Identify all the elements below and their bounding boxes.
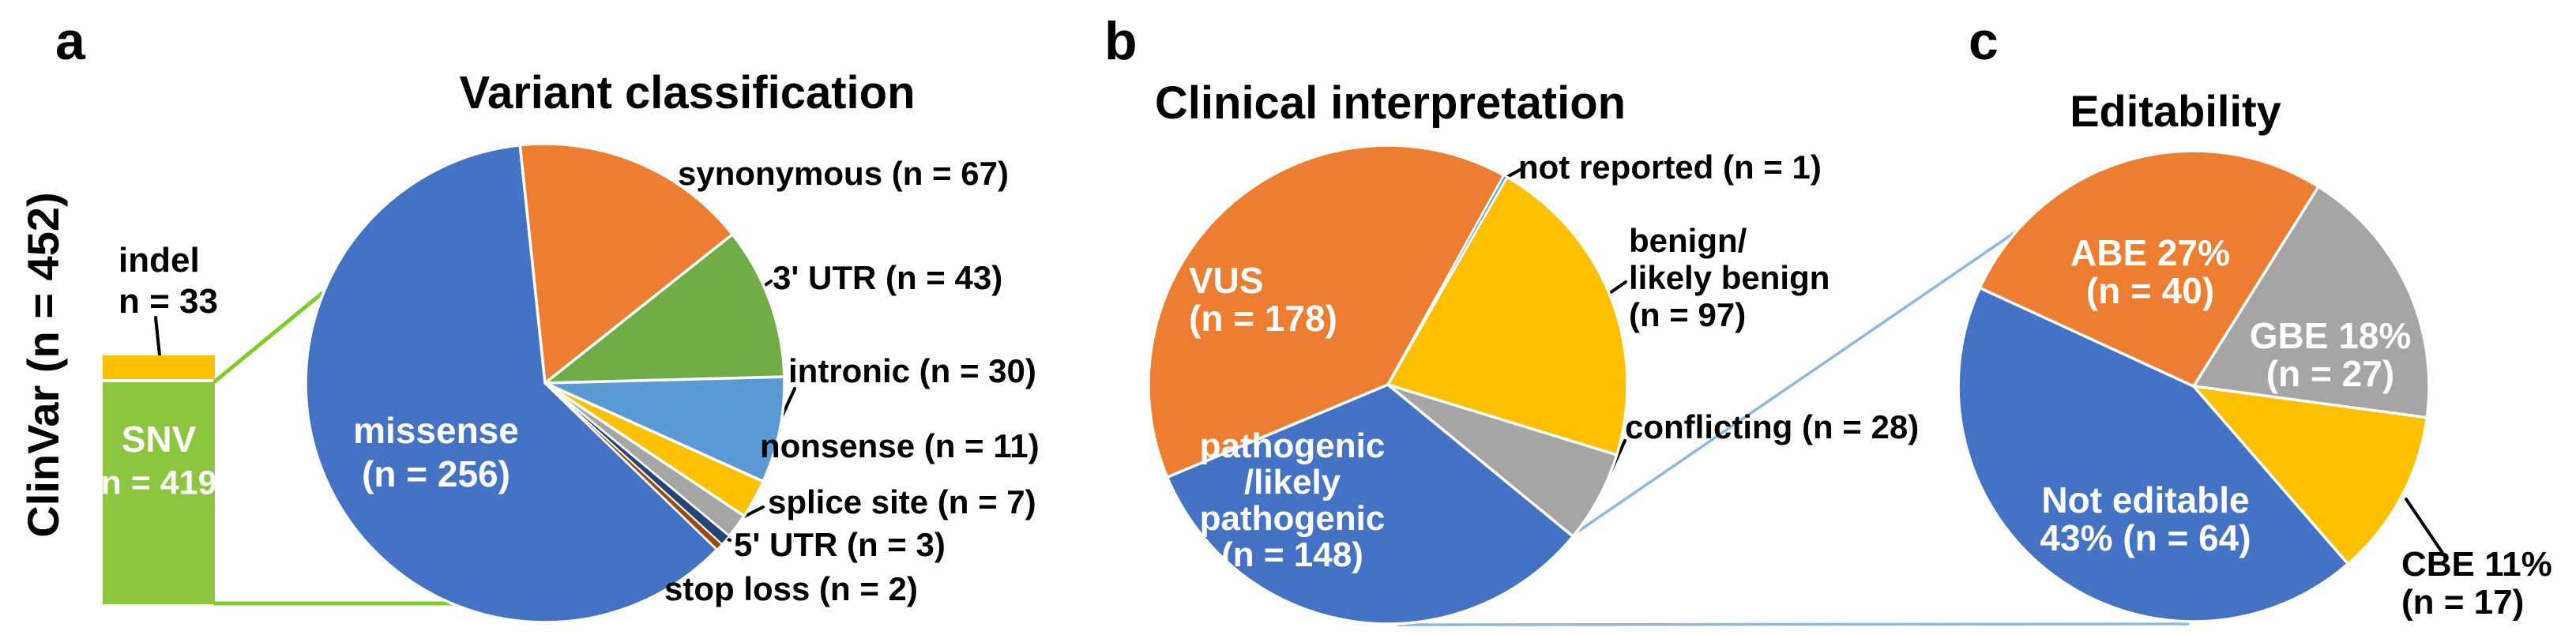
- slice-label-gbe-line2: (n = 27): [2266, 353, 2395, 394]
- axis-label-clinvar: ClinVar (n = 452): [18, 192, 68, 538]
- pie-slice-synonymous: [518, 142, 735, 385]
- slice-label-pathogenic-line4: (n = 148): [1221, 535, 1363, 574]
- connector-pieb-to-piec-top: [1578, 182, 2087, 532]
- panel-letter-a: a: [55, 11, 85, 71]
- pie-slice-not-reported: [1387, 175, 1508, 385]
- chart-title-variant-classification: Variant classification: [459, 67, 916, 118]
- pie-slice-gbe: [2192, 185, 2431, 419]
- slice-label-vus-line2: (n = 178): [1189, 298, 1337, 339]
- callout-five-prime-utr: 5' UTR (n = 3): [734, 526, 946, 563]
- bar-label-snv-line1: SNV: [121, 419, 197, 460]
- callout-stop-loss: stop loss (n = 2): [664, 570, 918, 607]
- panel-letter-c: c: [1969, 11, 1999, 71]
- slice-label-not-editable-line1: Not editable: [2041, 479, 2250, 520]
- slice-label-pathogenic-line3: pathogenic: [1199, 499, 1386, 538]
- callout-splice-site: splice site (n = 7): [768, 483, 1036, 520]
- pie-slice-stop-loss: [544, 382, 723, 550]
- pie-slice-missense: [304, 143, 719, 624]
- tick-not-reported: [1504, 167, 1525, 179]
- chart-title-editability: Editability: [2070, 86, 2281, 136]
- pie-slice-cbe: [2192, 385, 2429, 565]
- pie-slice-not-editable: [1957, 286, 2350, 623]
- bar-callout-indel-line1: indel: [118, 241, 200, 280]
- callout-cbe-line1: CBE 11%: [2401, 545, 2552, 584]
- pie-slice-pathogenic-likely-pathogenic: [1165, 383, 1575, 626]
- callout-benign-line1: benign/: [1629, 222, 1747, 259]
- callout-three-prime-utr: 3' UTR (n = 43): [773, 259, 1003, 296]
- slice-label-missense-line1: missense: [353, 410, 519, 451]
- callout-intronic: intronic (n = 30): [788, 352, 1036, 389]
- callout-benign-line2: likely benign: [1629, 259, 1830, 296]
- panel-letter-b: b: [1104, 11, 1138, 71]
- slice-label-pathogenic-line2: /likely: [1243, 463, 1341, 502]
- tick-benign: [1606, 280, 1627, 296]
- callout-synonymous: synonymous (n = 67): [678, 155, 1009, 192]
- slice-label-abe-line1: ABE 27%: [2070, 232, 2230, 273]
- pie-slice-abe: [1978, 149, 2320, 388]
- pie-slice-conflicting: [1386, 383, 1619, 538]
- bar-segment-indel: [103, 355, 215, 379]
- slice-label-vus-line1: VUS: [1189, 260, 1264, 301]
- chart-title-clinical-interpretation: Clinical interpretation: [1154, 77, 1626, 129]
- tick-cbe: [2405, 498, 2444, 554]
- slice-label-pathogenic-line1: pathogenic: [1199, 426, 1386, 465]
- slice-label-abe-line2: (n = 40): [2085, 270, 2215, 311]
- callout-conflicting: conflicting (n = 28): [1625, 408, 1920, 445]
- bar-segment-snv: [103, 382, 215, 604]
- bar-label-snv-line2: n = 419: [100, 464, 217, 502]
- slice-label-missense-line2: (n = 256): [362, 453, 510, 494]
- callout-not-reported: not reported (n = 1): [1518, 148, 1822, 186]
- slice-label-gbe-line1: GBE 18%: [2249, 315, 2412, 356]
- callout-nonsense: nonsense (n = 11): [760, 427, 1040, 464]
- tick-indel: [154, 316, 161, 357]
- pie-slice-vus: [1147, 144, 1506, 479]
- callout-cbe-line2: (n = 17): [2401, 583, 2525, 622]
- slice-label-not-editable-line2: 43% (n = 64): [2040, 517, 2251, 558]
- connector-pieb-to-piec-bottom: [1397, 622, 2190, 626]
- pie-slice-benign-likely-benign: [1386, 175, 1629, 457]
- pie-slice-three-prime-utr: [543, 232, 786, 385]
- bar-callout-indel-line2: n = 33: [118, 282, 218, 321]
- callout-benign-line3: (n = 97): [1629, 296, 1747, 333]
- connector-bar-to-pie-top: [212, 291, 325, 384]
- pie-slice-intronic: [543, 375, 786, 483]
